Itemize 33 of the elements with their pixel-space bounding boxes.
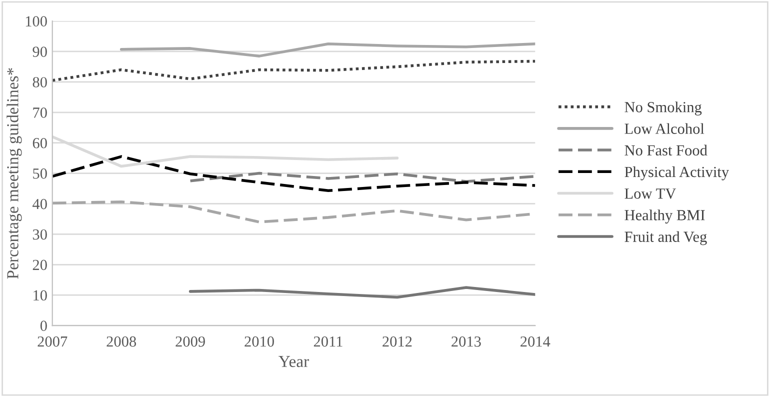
x-tick-label: 2008 — [106, 336, 136, 347]
line-series — [188, 286, 536, 299]
legend-label: No Smoking — [624, 102, 702, 116]
x-tick-label: 2014 — [520, 336, 550, 347]
y-tick-label: 80 — [32, 77, 47, 88]
legend-label: Fruit and Veg — [624, 231, 707, 246]
line-series — [52, 60, 536, 82]
y-tick-label: 40 — [32, 198, 47, 210]
line-series — [120, 42, 536, 58]
line-series — [188, 172, 536, 183]
x-tick-label: 2007 — [38, 336, 68, 347]
x-axis-title: Year — [278, 356, 309, 368]
y-tick-label: 20 — [32, 260, 47, 270]
x-tick-label: 2013 — [452, 336, 481, 347]
legend-label: Healthy BMI — [624, 210, 705, 224]
y-tick-label: 30 — [32, 229, 47, 240]
y-tick-label: 50 — [33, 168, 47, 179]
legend-label: Low TV — [624, 188, 676, 199]
y-tick-label: 90 — [32, 46, 47, 57]
x-tick-label: 2009 — [176, 336, 205, 347]
legend-label: No Fast Food — [624, 144, 708, 156]
x-tick-label: 2012 — [382, 336, 412, 347]
legend-label: Low Alcohol — [624, 123, 704, 134]
x-tick-label: 2011 — [314, 336, 342, 347]
y-tick-label: 100 — [26, 16, 47, 26]
y-tick-label: 60 — [32, 138, 47, 148]
legend-label: Physical Activity — [624, 166, 730, 180]
x-tick-label: 2010 — [244, 336, 274, 347]
y-tick-label: 70 — [33, 108, 47, 118]
line-series — [52, 155, 536, 192]
y-tick-label: 10 — [34, 290, 47, 301]
y-tick-label: 0 — [40, 320, 47, 331]
y-axis-title: Percentage meeting guidelines* — [6, 68, 22, 279]
